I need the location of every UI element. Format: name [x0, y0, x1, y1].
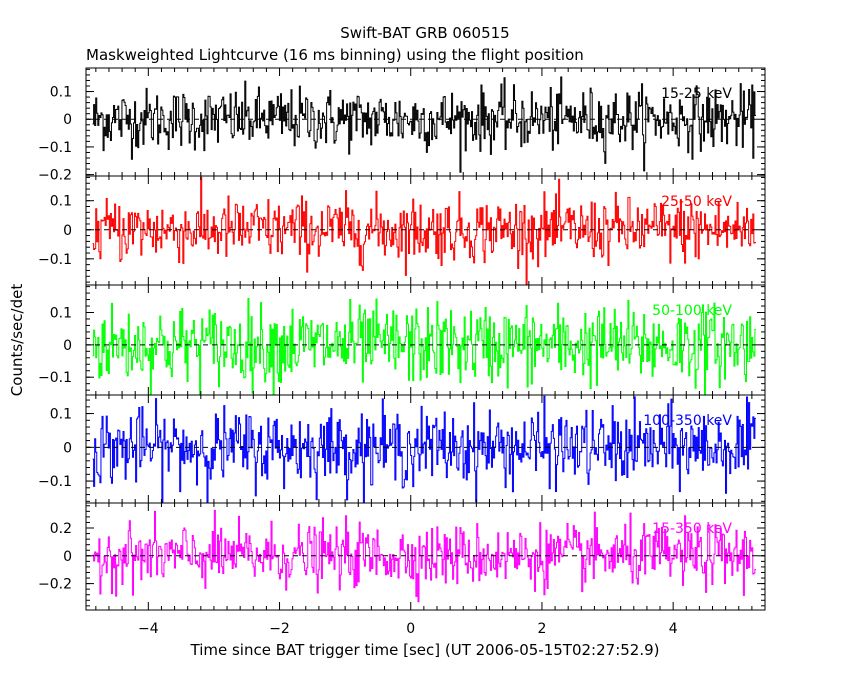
y-tick-label-2-0: 0.1 — [50, 306, 72, 322]
series-line-2 — [92, 298, 756, 395]
series-line-1 — [92, 176, 756, 285]
panel-4: 0.2 0 −0.2 15-350 keV — [38, 502, 766, 611]
x-tick-label-3: 2 — [537, 621, 546, 637]
y-tick-label-0-1: 0 — [63, 112, 72, 128]
y-tick-label-2-1: 0 — [63, 338, 72, 354]
band-label-3: 100-350 keV — [643, 413, 732, 429]
series-line-3 — [92, 395, 756, 503]
y-tick-label-4-2: −0.2 — [38, 577, 72, 593]
panel-1: 0.1 0 −0.1 25-50 keV — [38, 175, 766, 286]
y-tick-label-1-1: 0 — [63, 223, 72, 239]
panel-2: 0.1 0 −0.1 50-100 keV — [38, 284, 766, 396]
y-tick-label-1-0: 0.1 — [50, 194, 72, 210]
panel-3: 0.1 0 −0.1 100-350 keV — [38, 394, 766, 504]
x-tick-label-2: 0 — [406, 621, 415, 637]
x-tick-label-1: −2 — [269, 621, 290, 637]
series-line-0 — [92, 76, 756, 173]
y-tick-label-4-1: 0 — [63, 549, 72, 565]
y-tick-label-2-2: −0.1 — [38, 370, 72, 386]
y-tick-label-3-2: −0.1 — [38, 474, 72, 490]
band-label-1: 25-50 keV — [661, 194, 732, 210]
x-tick-label-0: −4 — [138, 621, 159, 637]
band-label-4: 15-350 keV — [652, 521, 732, 537]
x-axis-title: Time since BAT trigger time [sec] (UT 20… — [190, 641, 660, 659]
y-tick-label-0-3: −0.2 — [38, 168, 72, 184]
x-tick-label-4: 4 — [669, 621, 678, 637]
y-tick-label-3-1: 0 — [63, 440, 72, 456]
chart-subtitle: Maskweighted Lightcurve (16 ms binning) … — [86, 46, 584, 64]
panel-frame-4 — [85, 502, 766, 611]
y-axis-title: Counts/sec/det — [8, 284, 26, 397]
band-label-0: 15-25 keV — [661, 86, 732, 102]
y-tick-label-0-0: 0.1 — [50, 85, 72, 101]
panel-0: 0.1 0 −0.1 −0.2 15-25 keV — [38, 67, 766, 184]
y-tick-label-4-0: 0.2 — [50, 521, 72, 537]
y-tick-label-3-0: 0.1 — [50, 407, 72, 423]
y-tick-label-1-2: −0.1 — [38, 252, 72, 268]
chart-title: Swift-BAT GRB 060515 — [340, 24, 509, 42]
y-tick-label-0-2: −0.1 — [38, 140, 72, 156]
band-label-2: 50-100 keV — [652, 303, 732, 319]
series-line-4 — [92, 509, 756, 603]
